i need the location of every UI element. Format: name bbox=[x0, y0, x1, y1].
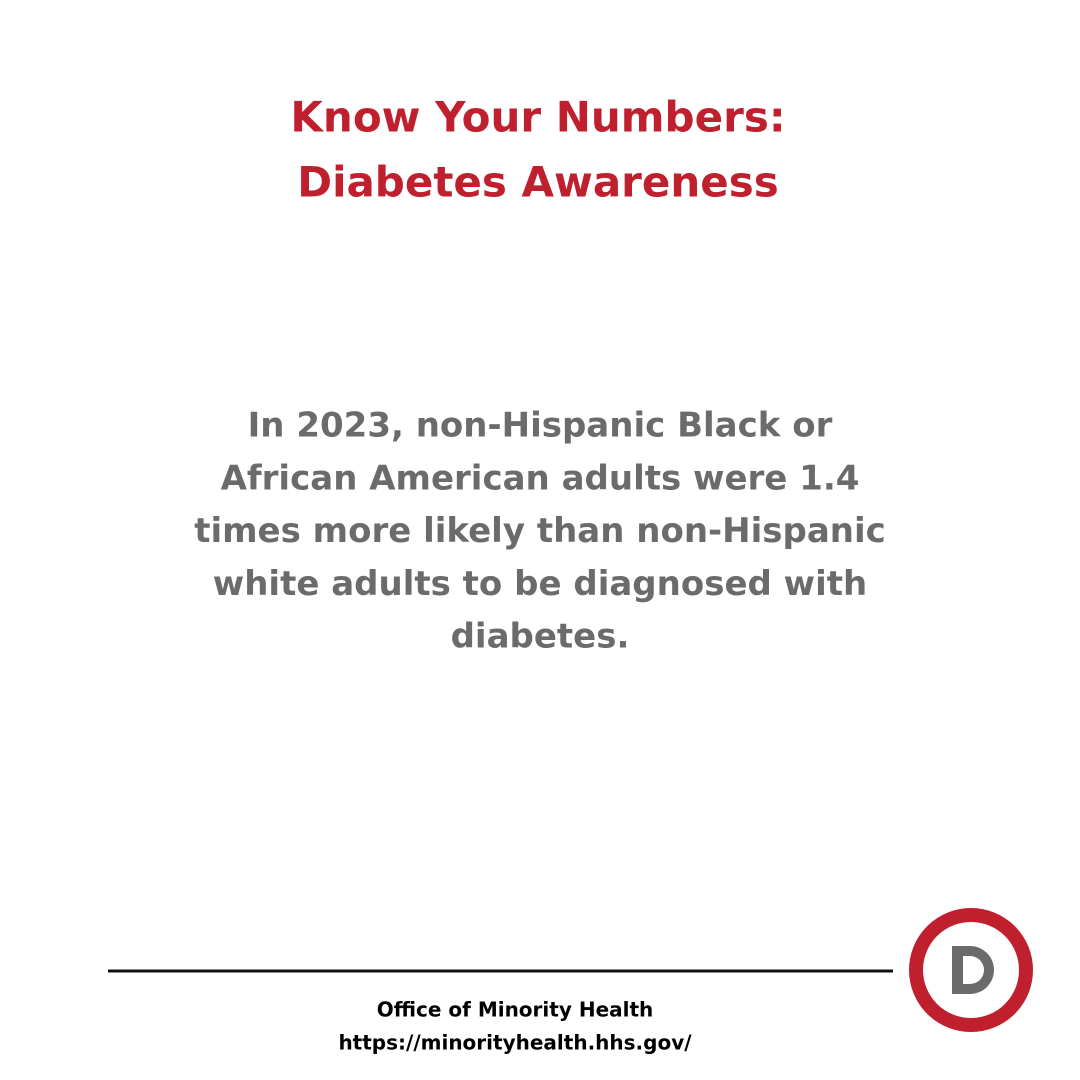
organization: Office of Minority Health bbox=[377, 998, 654, 1022]
title: Know Your Numbers: Diabetes Awareness bbox=[290, 93, 785, 207]
title-line: Know Your Numbers: bbox=[290, 93, 785, 142]
title-line: Diabetes Awareness bbox=[297, 158, 779, 207]
logo bbox=[909, 908, 1033, 1032]
body-text: In 2023, non-Hispanic Black or African Am… bbox=[194, 406, 886, 657]
body-line: African American adults were 1.4 bbox=[221, 458, 860, 498]
url: https://minorityhealth.hhs.gov/ bbox=[338, 1031, 692, 1055]
body-line: times more likely than non-Hispanic bbox=[194, 511, 886, 551]
body-line: white adults to be diagnosed with bbox=[213, 564, 867, 604]
logo-letter bbox=[952, 946, 994, 994]
body-line: In 2023, non-Hispanic Black or bbox=[248, 406, 833, 446]
body-line: diabetes. bbox=[451, 617, 630, 657]
logo-ring bbox=[909, 908, 1033, 1032]
